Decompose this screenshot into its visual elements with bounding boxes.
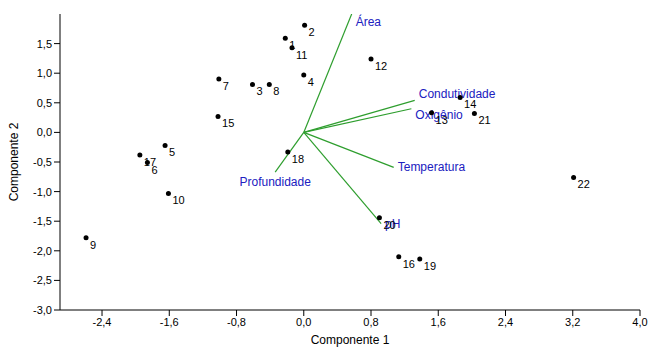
svg-text:4,0: 4,0	[632, 316, 647, 328]
svg-text:19: 19	[424, 260, 436, 272]
svg-text:4: 4	[308, 76, 314, 88]
svg-text:22: 22	[578, 178, 590, 190]
svg-text:3,2: 3,2	[565, 316, 580, 328]
svg-text:0,5: 0,5	[37, 97, 52, 109]
svg-text:2: 2	[309, 26, 315, 38]
svg-text:-2,0: -2,0	[33, 245, 52, 257]
svg-text:-3,0: -3,0	[33, 304, 52, 316]
svg-text:11: 11	[296, 49, 307, 61]
svg-text:-2,4: -2,4	[93, 316, 112, 328]
svg-text:21: 21	[478, 114, 490, 126]
svg-text:1,6: 1,6	[431, 316, 446, 328]
svg-text:3: 3	[256, 85, 262, 97]
svg-text:-1,6: -1,6	[160, 316, 179, 328]
svg-text:14: 14	[464, 98, 476, 110]
svg-text:Temperatura: Temperatura	[398, 160, 466, 174]
svg-text:5: 5	[169, 146, 175, 158]
svg-text:Área: Área	[356, 14, 382, 29]
svg-text:-0,8: -0,8	[227, 316, 246, 328]
svg-text:Condutividade: Condutividade	[419, 87, 496, 101]
svg-text:7: 7	[223, 80, 229, 92]
svg-text:16: 16	[403, 258, 415, 270]
svg-text:8: 8	[273, 85, 279, 97]
svg-text:0,0: 0,0	[296, 316, 311, 328]
svg-text:Componente 2: Componente 2	[8, 122, 21, 201]
svg-text:-1,0: -1,0	[33, 186, 52, 198]
svg-text:-0,5: -0,5	[33, 156, 52, 168]
svg-text:0,0: 0,0	[37, 126, 52, 138]
svg-text:12: 12	[375, 60, 387, 72]
svg-text:Profundidade: Profundidade	[239, 175, 311, 189]
svg-text:10: 10	[172, 194, 184, 206]
svg-text:-2,5: -2,5	[33, 274, 52, 286]
svg-text:15: 15	[222, 117, 234, 129]
svg-text:Oxigênio: Oxigênio	[415, 107, 463, 122]
svg-text:Componente 1: Componente 1	[311, 333, 390, 347]
svg-text:1: 1	[289, 39, 295, 51]
svg-text:9: 9	[90, 239, 96, 251]
svg-text:18: 18	[292, 153, 304, 165]
svg-text:20: 20	[383, 219, 395, 231]
svg-text:0,8: 0,8	[363, 316, 378, 328]
svg-text:6: 6	[151, 163, 158, 176]
svg-text:13: 13	[436, 114, 448, 126]
svg-text:-1,5: -1,5	[33, 215, 52, 227]
svg-text:17: 17	[144, 156, 156, 168]
svg-text:2,4: 2,4	[498, 316, 513, 328]
svg-text:1,5: 1,5	[37, 38, 52, 50]
svg-text:1,0: 1,0	[37, 67, 52, 79]
